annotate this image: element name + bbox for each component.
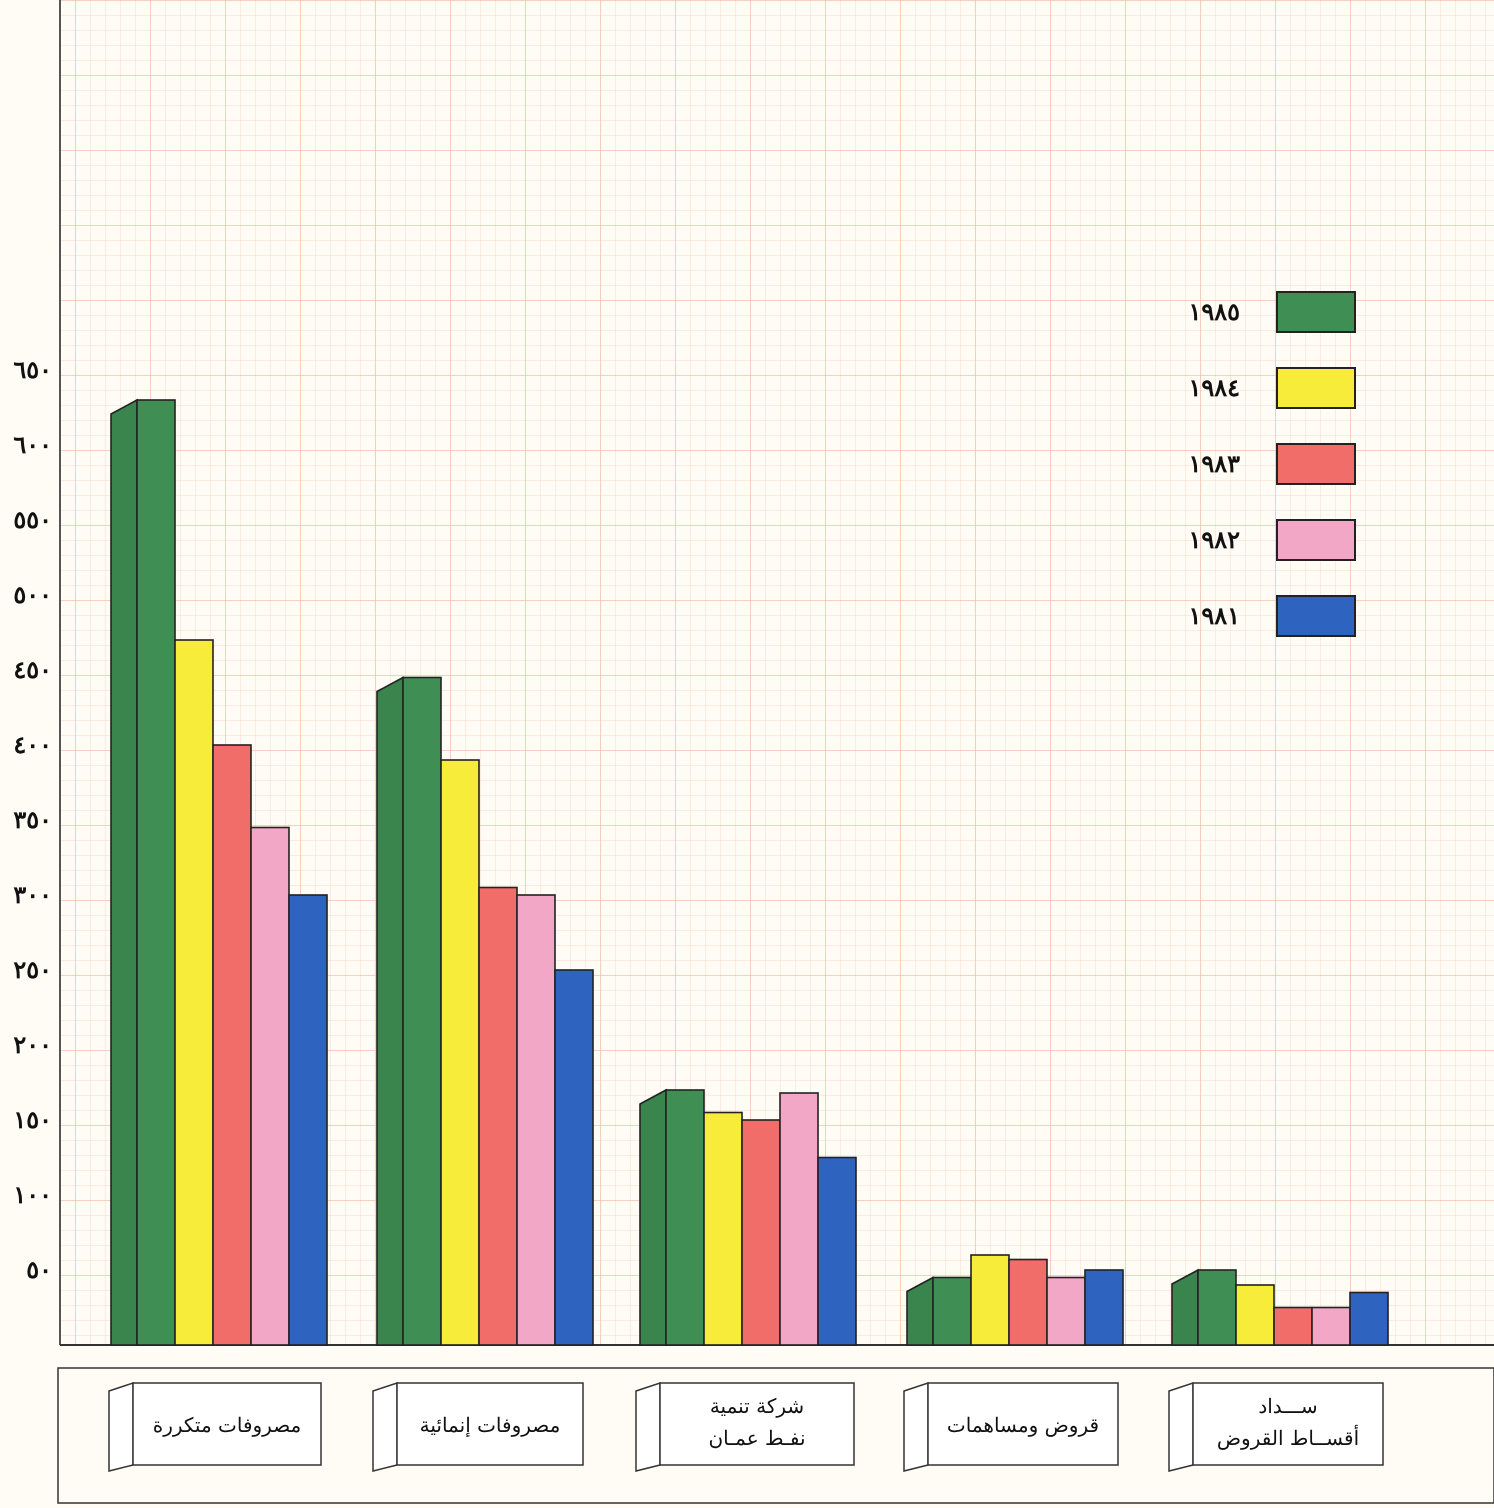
y-tick-label: ٦٥٠: [13, 355, 52, 384]
bar: [440, 759, 480, 1346]
bar-side-face: [1171, 1268, 1199, 1346]
y-tick-label: ٦٠٠: [13, 430, 52, 459]
bar-side-face: [639, 1088, 667, 1346]
y-tick-label: ٥٥٠: [13, 505, 52, 534]
y-tick-label: ٥٠٠: [13, 580, 52, 609]
category-band: [57, 1367, 1494, 1504]
bar: [817, 1156, 857, 1346]
bar: [478, 886, 518, 1346]
category-label-text: مصروفات إنمائية: [420, 1413, 561, 1438]
bar: [1008, 1258, 1048, 1346]
label-box: [132, 1382, 322, 1466]
legend-label: ١٩٨٢: [1188, 525, 1240, 554]
bar: [1273, 1306, 1313, 1346]
bar-group: [376, 676, 594, 1346]
y-tick-label: ١٠٠: [13, 1180, 52, 1209]
category-label-text: نفـط عمـان: [708, 1426, 805, 1450]
y-tick-label: ٣٥٠: [13, 805, 52, 834]
bar-side-face: [376, 676, 404, 1346]
label-box: [927, 1382, 1119, 1466]
bar: [516, 894, 556, 1346]
bar: [665, 1089, 705, 1346]
label-box: [396, 1382, 584, 1466]
bar-group: [906, 1254, 1124, 1346]
bar: [250, 826, 290, 1346]
bar: [1235, 1284, 1275, 1346]
bar: [212, 744, 252, 1346]
legend-label: ١٩٨٥: [1188, 297, 1240, 326]
y-axis-ticks: ٥٠ ١٠٠ ١٥٠ ٢٠٠ ٢٥٠ ٣٠٠ ٣٥٠ ٤٠٠ ٤٥٠ ٥٠٠ ٥٥٠ ٦٠٠ ٦٥٠: [13, 355, 52, 1284]
legend-swatch: [1276, 367, 1356, 409]
bar: [1046, 1276, 1086, 1346]
bar-groups: [110, 398, 1389, 1346]
bar: [554, 969, 594, 1346]
legend-label: ١٩٨١: [1188, 601, 1240, 630]
y-tick-label: ١٥٠: [13, 1105, 52, 1134]
legend-label: ١٩٨٣: [1188, 449, 1240, 478]
bar-group: [110, 398, 328, 1346]
bar: [174, 639, 214, 1346]
category-label-text: قروض ومساهمات: [947, 1413, 1099, 1437]
legend-swatch: [1276, 443, 1356, 485]
bar: [136, 399, 176, 1346]
label-box-side: [1168, 1381, 1194, 1472]
bar: [970, 1254, 1010, 1346]
bar: [703, 1111, 743, 1346]
bar: [779, 1092, 819, 1346]
bar-side-face: [110, 398, 138, 1346]
category-label-text: شركة تنمية: [710, 1394, 804, 1418]
bar-group: [1171, 1268, 1389, 1346]
legend-swatch: [1276, 519, 1356, 561]
y-tick-label: ٥٠: [26, 1255, 52, 1284]
legend-label: ١٩٨٤: [1188, 373, 1240, 402]
label-box-side: [108, 1381, 134, 1472]
bar: [1084, 1269, 1124, 1346]
category-label: شركة تنمية نفـط عمـان: [635, 1381, 855, 1472]
category-label-text: مصروفات متكررة: [153, 1413, 302, 1437]
category-labels: مصروفات متكررة مصروفات إنمائية شركة تنمية ن…: [57, 1367, 1494, 1504]
bar: [1197, 1269, 1237, 1346]
label-box-side: [372, 1381, 398, 1472]
bar: [741, 1119, 781, 1346]
category-label-text: أقســاط القروض: [1217, 1424, 1359, 1450]
category-label: مصروفات إنمائية: [372, 1381, 584, 1472]
label-box: [659, 1382, 855, 1466]
legend-swatch: [1276, 291, 1356, 333]
y-tick-label: ٤٠٠: [13, 730, 52, 759]
category-label-text: ســـداد: [1258, 1394, 1317, 1418]
bar: [1349, 1291, 1389, 1346]
y-tick-label: ٢٠٠: [13, 1030, 52, 1059]
legend: ١٩٨٥ ١٩٨٤ ١٩٨٣ ١٩٨٢ ١٩٨١: [1188, 291, 1356, 637]
category-label: ســـداد أقســاط القروض: [1168, 1381, 1384, 1472]
category-label: قروض ومساهمات: [903, 1381, 1119, 1472]
label-box-side: [635, 1381, 661, 1472]
label-box-side: [903, 1381, 929, 1472]
bar: [288, 894, 328, 1346]
y-tick-label: ٤٥٠: [13, 655, 52, 684]
bar: [402, 676, 442, 1346]
y-tick-label: ٢٥٠: [13, 955, 52, 984]
bar: [1311, 1306, 1351, 1346]
y-tick-label: ٣٠٠: [13, 880, 52, 909]
category-label: مصروفات متكررة: [108, 1381, 322, 1472]
bar-group: [639, 1088, 857, 1346]
legend-swatch: [1276, 595, 1356, 637]
bar: [932, 1276, 972, 1346]
label-box: [1192, 1382, 1384, 1466]
